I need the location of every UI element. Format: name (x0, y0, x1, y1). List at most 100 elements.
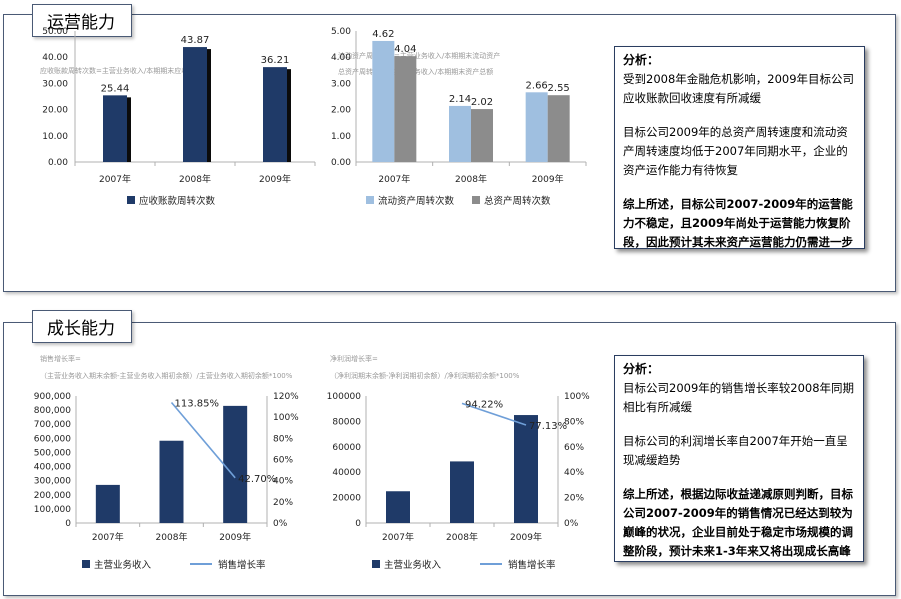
y-tick-label: 800,000 (34, 406, 71, 416)
x-tick-label: 2007年 (378, 173, 410, 185)
ops-analysis-paragraph: 目标公司2009年的总资产周转速度和流动资产周转速度均低于2007年同期水平，企… (623, 125, 848, 177)
y2-tick-label: 100% (564, 392, 590, 402)
y-tick-label: 100,000 (34, 505, 71, 515)
bar-value-label: 25.44 (101, 83, 130, 94)
legend-swatch (472, 196, 480, 204)
bar-value-label: 2.55 (548, 83, 570, 94)
formula-caption: 流动资产周转次数=主营业务收入/本期期末流动资产 (338, 51, 500, 60)
y2-tick-label: 120% (273, 392, 299, 402)
formula-caption: （主营业务收入期末余额-主营业务收入期初余额）/主营业务收入期初余额*100% (40, 371, 293, 380)
growth-analysis-conclusion: 综上所述，根据边际收益递减原则判断，目标公司2007-2009年的销售情况已经达… (623, 487, 853, 558)
y-tick-label: 200,000 (34, 491, 71, 501)
bar (183, 47, 207, 162)
bar (386, 491, 410, 523)
legend-label: 流动资产周转次数 (378, 195, 455, 207)
y2-tick-label: 0% (564, 519, 579, 529)
line-value-label: 77.13% (529, 421, 567, 432)
ops-analysis-title: 分析： (623, 53, 660, 67)
y2-tick-label: 20% (273, 498, 293, 508)
y-tick-label: 100000 (327, 392, 362, 402)
y-tick-label: 80000 (332, 417, 361, 427)
bar (223, 405, 248, 523)
line-value-label: 113.85% (175, 399, 220, 410)
y2-tick-label: 60% (273, 456, 293, 466)
x-tick-label: 2009年 (532, 173, 564, 185)
bar-value-label: 2.02 (471, 97, 493, 108)
y-tick-label: 400,000 (34, 463, 71, 473)
bar (103, 95, 127, 162)
bar (514, 415, 538, 523)
x-tick-label: 2009年 (219, 531, 251, 543)
y2-tick-label: 40% (273, 477, 293, 487)
growth-line-segment (461, 402, 527, 426)
y-tick-label: 4.00 (331, 53, 351, 63)
bar (394, 56, 417, 162)
x-tick-label: 2008年 (455, 173, 487, 185)
bar (471, 109, 493, 162)
x-tick-label: 2007年 (99, 173, 131, 185)
legend-label: 主营业务收入 (94, 559, 152, 571)
bar-value-label: 2.14 (449, 94, 471, 105)
bar (372, 40, 395, 162)
growth-analysis-paragraph: 目标公司的利润增长率自2007年开始一直呈现减缓趋势 (623, 434, 848, 467)
y-tick-label: 1.00 (331, 132, 351, 142)
y-tick-label: 60000 (332, 443, 361, 453)
bar (547, 95, 570, 162)
y-tick-label: 3.00 (331, 79, 351, 89)
bar-value-label: 4.62 (372, 29, 394, 40)
y-tick-label: 300,000 (34, 477, 71, 487)
y-tick-label: 20.00 (42, 106, 68, 116)
bar (449, 105, 471, 162)
y-tick-label: 40.00 (42, 53, 68, 63)
y2-tick-label: 0% (273, 519, 288, 529)
legend-swatch (82, 560, 90, 568)
ops-analysis-box: 分析： 受到2008年金融危机影响，2009年目标公司应收账款回收速度有所减缓 … (614, 46, 865, 249)
legend-label: 应收账款周转次数 (139, 195, 216, 207)
y-tick-label: 30.00 (42, 79, 68, 89)
y-tick-label: 0 (65, 519, 71, 529)
x-tick-label: 2008年 (179, 173, 211, 185)
bar-value-label: 43.87 (181, 35, 210, 46)
y2-tick-label: 80% (273, 434, 293, 444)
x-tick-label: 2008年 (156, 531, 188, 543)
ops-analysis-conclusion: 综上所述，目标公司2007-2009年的运营能力不稳定，且2009年尚处于运营能… (623, 197, 853, 249)
y2-tick-label: 40% (564, 468, 584, 478)
bar (95, 484, 120, 523)
bar-value-label: 36.21 (261, 55, 290, 66)
legend-label: 总资产周转次数 (484, 195, 551, 207)
legend-label: 销售增长率 (218, 559, 266, 571)
y-tick-label: 0 (355, 519, 361, 529)
section-title-ops: 运营能力 (32, 4, 132, 37)
y-tick-label: 2.00 (331, 106, 351, 116)
legend-swatch (127, 196, 135, 204)
y2-tick-label: 20% (564, 494, 584, 504)
formula-caption: 净利润增长率= (330, 354, 378, 363)
growth-analysis-box: 分析： 目标公司2009年的销售增长率较2008年同期相比有所减缓 目标公司的利… (614, 355, 864, 562)
bar-value-label: 4.04 (394, 44, 416, 55)
y-tick-label: 0.00 (48, 158, 68, 168)
bar (263, 67, 287, 162)
legend-label: 销售增长率 (508, 559, 556, 571)
bar (525, 92, 548, 162)
line-value-label: 94.22% (465, 399, 503, 410)
formula-caption: 应收账款周转次数=主营业务收入/本期期末应收账款 (40, 66, 202, 75)
legend-swatch (366, 196, 374, 204)
growth-analysis-title: 分析： (623, 362, 660, 376)
legend-swatch (372, 560, 380, 568)
bar (159, 440, 184, 523)
bar (450, 461, 474, 523)
y-tick-label: 10.00 (42, 132, 68, 142)
y-tick-label: 5.00 (331, 27, 351, 37)
y-tick-label: 40000 (332, 468, 361, 478)
growth-line-segment (170, 401, 236, 479)
line-value-label: 42.70% (238, 474, 276, 485)
legend-label: 主营业务收入 (384, 559, 442, 571)
y-tick-label: 0.00 (331, 158, 351, 168)
x-tick-label: 2008年 (446, 531, 478, 543)
x-tick-label: 2009年 (510, 531, 542, 543)
ops-analysis-paragraph: 受到2008年金融危机影响，2009年目标公司应收账款回收速度有所减缓 (623, 72, 855, 105)
formula-caption: （净利润期末余额-净利润期初余额）/净利润期初余额*100% (330, 371, 520, 380)
growth-analysis-paragraph: 目标公司2009年的销售增长率较2008年同期相比有所减缓 (623, 381, 855, 414)
y2-tick-label: 80% (564, 417, 584, 427)
